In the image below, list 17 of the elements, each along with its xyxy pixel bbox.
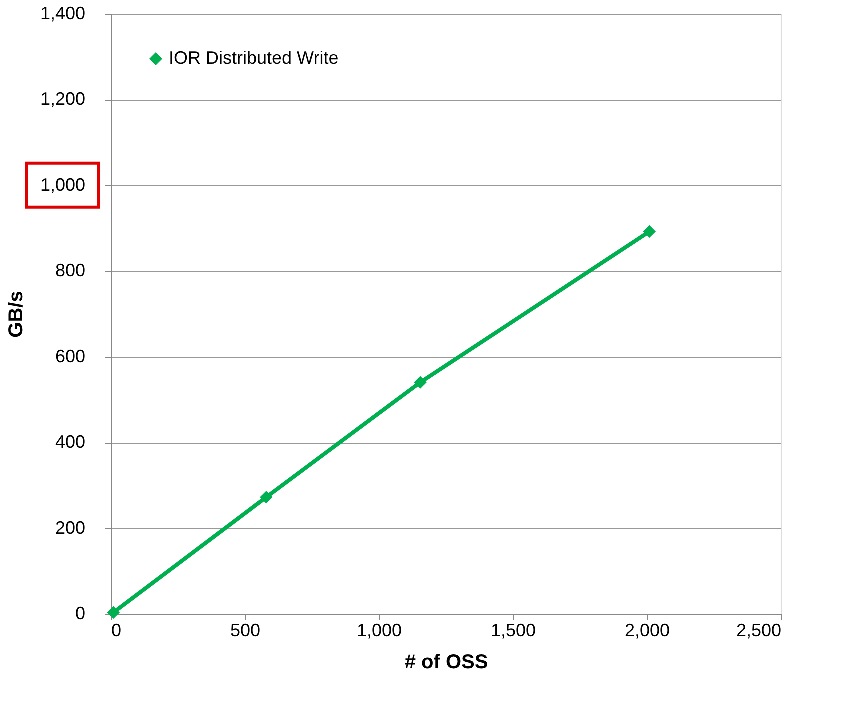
y-axis-title: GB/s: [5, 291, 28, 338]
x-tick-label: 2,000: [624, 620, 670, 640]
y-tick-label: 1,200: [40, 89, 86, 110]
x-axis-title: # of OSS: [404, 652, 488, 674]
x-tick-label: 1,500: [490, 620, 536, 640]
y-tick-label: 800: [55, 260, 86, 281]
x-tick-label: 1,000: [356, 620, 402, 640]
x-tick-label: 2,500: [736, 620, 782, 640]
y-tick-label: 200: [55, 518, 86, 538]
y-tick-label: 1,000: [40, 174, 86, 195]
y-tick-label: 0: [75, 604, 86, 624]
x-tick-label: 0: [112, 620, 122, 640]
y-tick-label: 600: [55, 346, 86, 366]
y-tick-label: 1,400: [40, 4, 86, 24]
y-tick-label: 400: [55, 432, 86, 452]
legend-label: IOR Distributed Write: [169, 48, 339, 68]
x-tick-label: 500: [230, 620, 261, 640]
